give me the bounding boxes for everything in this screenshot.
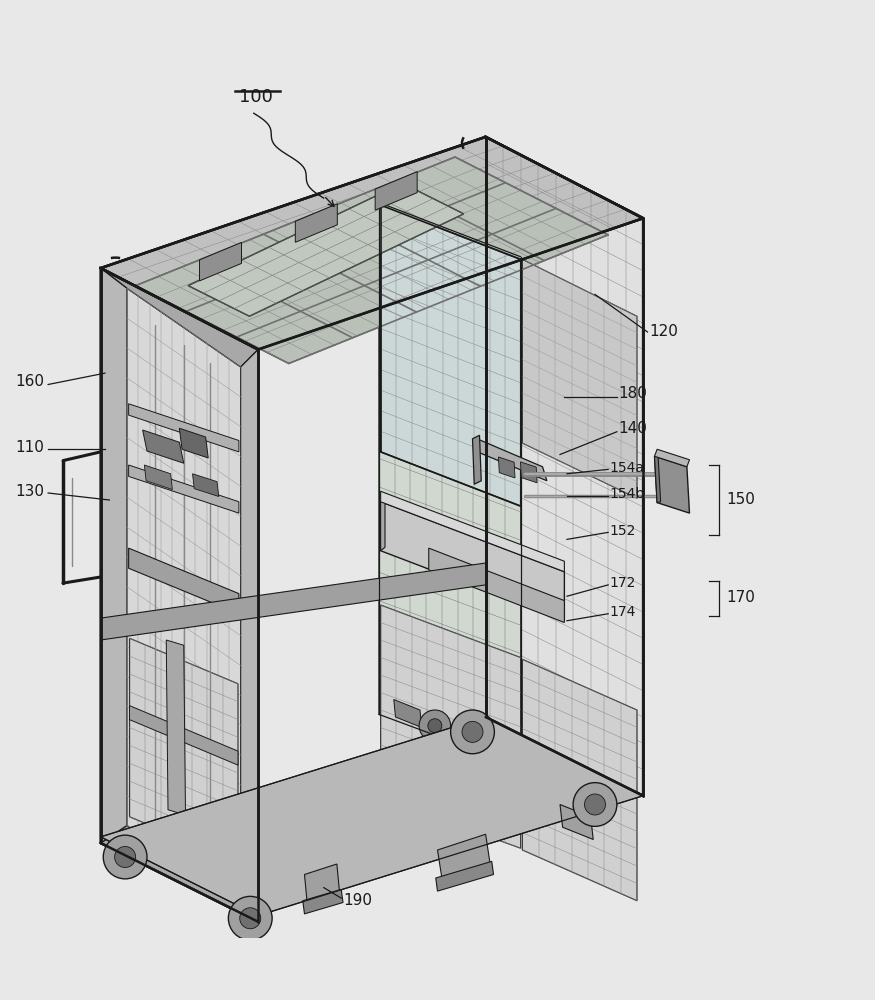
Polygon shape bbox=[166, 640, 186, 815]
Text: 120: 120 bbox=[649, 324, 678, 340]
Polygon shape bbox=[522, 659, 637, 901]
Polygon shape bbox=[477, 439, 547, 481]
Polygon shape bbox=[473, 435, 481, 484]
Polygon shape bbox=[381, 491, 564, 572]
Polygon shape bbox=[129, 548, 239, 614]
Circle shape bbox=[462, 721, 483, 742]
Polygon shape bbox=[130, 638, 238, 862]
Polygon shape bbox=[436, 861, 493, 891]
Text: 154b: 154b bbox=[610, 487, 645, 501]
Polygon shape bbox=[101, 826, 258, 922]
Polygon shape bbox=[375, 172, 417, 210]
Circle shape bbox=[240, 908, 261, 929]
Text: 152: 152 bbox=[610, 524, 636, 538]
Polygon shape bbox=[127, 288, 241, 904]
Circle shape bbox=[228, 896, 272, 940]
Circle shape bbox=[584, 794, 605, 815]
Circle shape bbox=[428, 719, 442, 733]
Text: 154a: 154a bbox=[610, 461, 645, 475]
Polygon shape bbox=[192, 474, 219, 496]
Polygon shape bbox=[379, 202, 521, 767]
Polygon shape bbox=[381, 205, 521, 506]
Polygon shape bbox=[101, 268, 258, 922]
Polygon shape bbox=[654, 454, 661, 503]
Polygon shape bbox=[101, 137, 643, 350]
Polygon shape bbox=[521, 462, 537, 483]
Polygon shape bbox=[654, 449, 690, 467]
Polygon shape bbox=[101, 563, 486, 640]
Polygon shape bbox=[129, 465, 239, 513]
Text: 110: 110 bbox=[16, 440, 45, 455]
Polygon shape bbox=[499, 457, 515, 478]
Polygon shape bbox=[394, 700, 422, 728]
Polygon shape bbox=[200, 242, 242, 281]
Text: 190: 190 bbox=[343, 893, 372, 908]
Polygon shape bbox=[101, 268, 258, 367]
Text: 170: 170 bbox=[726, 590, 755, 605]
Text: 140: 140 bbox=[619, 421, 648, 436]
Polygon shape bbox=[429, 548, 564, 622]
Polygon shape bbox=[129, 404, 239, 452]
Polygon shape bbox=[654, 456, 690, 513]
Polygon shape bbox=[101, 268, 127, 843]
Polygon shape bbox=[188, 183, 464, 316]
Circle shape bbox=[103, 835, 147, 879]
Polygon shape bbox=[381, 498, 385, 551]
Polygon shape bbox=[522, 259, 637, 498]
Polygon shape bbox=[179, 428, 208, 458]
Polygon shape bbox=[304, 864, 340, 902]
Polygon shape bbox=[296, 204, 338, 242]
Text: 172: 172 bbox=[610, 576, 636, 590]
Circle shape bbox=[115, 846, 136, 867]
Text: 130: 130 bbox=[16, 484, 45, 499]
Circle shape bbox=[451, 710, 494, 754]
Polygon shape bbox=[303, 889, 343, 914]
Polygon shape bbox=[560, 804, 593, 840]
Polygon shape bbox=[381, 605, 521, 848]
Polygon shape bbox=[381, 502, 564, 621]
Text: 160: 160 bbox=[16, 374, 45, 389]
Polygon shape bbox=[130, 706, 238, 765]
Text: 150: 150 bbox=[726, 492, 755, 508]
Text: 174: 174 bbox=[610, 605, 636, 619]
Text: 180: 180 bbox=[619, 386, 648, 401]
Polygon shape bbox=[143, 430, 184, 463]
Circle shape bbox=[419, 710, 451, 742]
Polygon shape bbox=[241, 350, 258, 922]
Circle shape bbox=[573, 783, 617, 826]
Polygon shape bbox=[144, 465, 172, 489]
Text: 100: 100 bbox=[240, 89, 273, 106]
Polygon shape bbox=[101, 717, 643, 916]
Polygon shape bbox=[486, 137, 643, 796]
Polygon shape bbox=[438, 834, 490, 878]
Polygon shape bbox=[136, 157, 608, 363]
